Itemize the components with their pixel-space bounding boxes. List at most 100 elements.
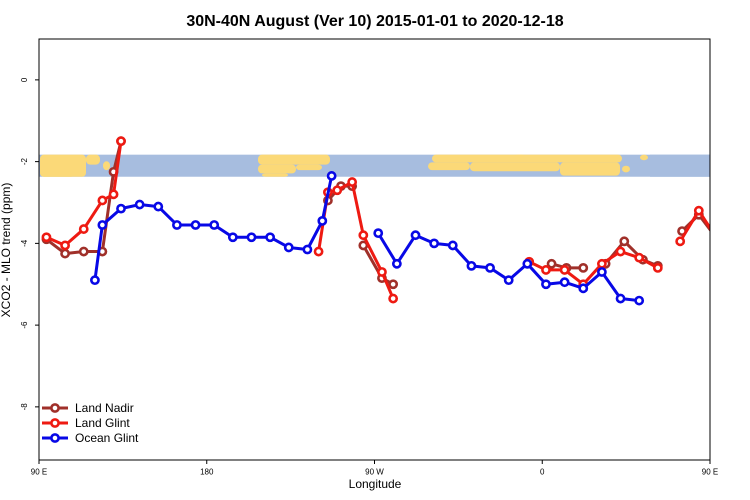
map-land-patch: [470, 162, 560, 172]
data-point: [732, 250, 739, 257]
data-point: [347, 177, 358, 187]
x-axis-label: Longitude: [349, 477, 402, 491]
data-point: [116, 203, 126, 214]
data-point: [541, 265, 551, 275]
y-tick-label: -2: [20, 158, 29, 166]
data-point: [447, 240, 458, 251]
y-tick-label: -8: [20, 403, 29, 411]
data-point: [388, 293, 399, 304]
map-land-patch: [258, 154, 330, 165]
data-point: [675, 236, 686, 247]
legend-marker: [50, 418, 60, 428]
data-point: [522, 258, 533, 269]
data-point: [634, 295, 645, 306]
series-land-glint: [41, 136, 739, 304]
data-point: [410, 230, 421, 241]
data-point: [652, 262, 663, 273]
data-point: [358, 230, 369, 241]
map-land-patch: [103, 161, 110, 171]
data-point: [172, 220, 182, 230]
map-land-patch: [428, 162, 470, 171]
y-axis-label: XCO2 - MLO trend (ppm): [0, 183, 13, 318]
data-point: [302, 244, 313, 255]
legend-label: Land Glint: [75, 416, 130, 430]
data-point: [559, 277, 570, 288]
data-point: [90, 275, 100, 286]
data-point: [190, 220, 201, 230]
data-point: [246, 232, 257, 243]
y-tick-label: 0: [20, 77, 29, 82]
data-point: [619, 236, 630, 247]
legend-marker: [50, 433, 60, 443]
data-point: [326, 171, 337, 181]
data-point: [373, 228, 384, 239]
data-point: [134, 199, 145, 210]
data-point: [596, 267, 607, 277]
data-point: [283, 242, 294, 253]
y-axis: 0 -2 -4 -6 -8: [20, 77, 39, 410]
data-point: [578, 283, 589, 294]
data-point: [615, 246, 626, 257]
data-point: [546, 258, 557, 269]
y-tick-label: -4: [20, 239, 29, 247]
data-point: [227, 232, 238, 243]
data-point: [97, 220, 108, 230]
data-point: [429, 238, 440, 249]
data-point: [78, 224, 89, 234]
data-point: [714, 236, 721, 243]
map-land-patch: [622, 165, 630, 173]
data-point: [466, 260, 477, 271]
data-point: [60, 248, 70, 259]
map-land-patch: [432, 154, 622, 163]
data-point: [388, 279, 399, 290]
legend-label: Land Nadir: [75, 401, 134, 415]
data-point: [634, 252, 645, 263]
x-tick-label: 90 E: [31, 468, 47, 477]
data-point: [97, 195, 108, 206]
data-point: [485, 262, 495, 273]
legend-marker: [50, 403, 60, 413]
plot-area: [41, 136, 739, 306]
data-point: [615, 293, 626, 304]
data-point: [541, 279, 551, 290]
data-point: [209, 220, 220, 230]
data-point: [41, 232, 52, 243]
map-land-patch: [296, 164, 322, 171]
plot-frame: [38, 38, 711, 461]
data-point: [153, 201, 164, 212]
y-tick-label: -6: [20, 321, 29, 329]
data-point: [60, 240, 70, 251]
data-point: [391, 258, 402, 269]
map-land-patch: [640, 154, 648, 161]
data-point: [732, 242, 739, 249]
map-land-patch: [515, 154, 525, 157]
data-point: [332, 185, 343, 196]
data-point: [265, 232, 276, 243]
map-ocean-edge: [650, 154, 710, 177]
world-map-strip: [39, 154, 710, 177]
data-point: [317, 215, 328, 226]
data-point: [377, 267, 387, 277]
data-point: [313, 246, 324, 257]
x-tick-label: 180: [200, 468, 214, 477]
map-land-patch: [262, 173, 288, 177]
x-tick-label: 90 W: [365, 468, 384, 477]
legend-label: Ocean Glint: [75, 431, 139, 445]
data-point: [596, 258, 607, 269]
data-point: [78, 246, 89, 257]
data-point: [116, 136, 126, 147]
data-point: [693, 205, 704, 216]
map-land-patch: [560, 162, 620, 176]
map-land-patch: [86, 154, 100, 165]
data-point: [559, 265, 570, 275]
x-tick-label: 90 E: [702, 468, 718, 477]
chart-title: 30N-40N August (Ver 10) 2015-01-01 to 20…: [186, 13, 563, 30]
map-land-patch: [40, 165, 75, 177]
x-axis: 90 E 180 90 W 0 90 E: [31, 460, 718, 477]
series-ocean-glint: [90, 171, 645, 306]
data-point: [108, 189, 119, 200]
data-point: [578, 262, 589, 273]
map-land-patch: [258, 164, 296, 174]
